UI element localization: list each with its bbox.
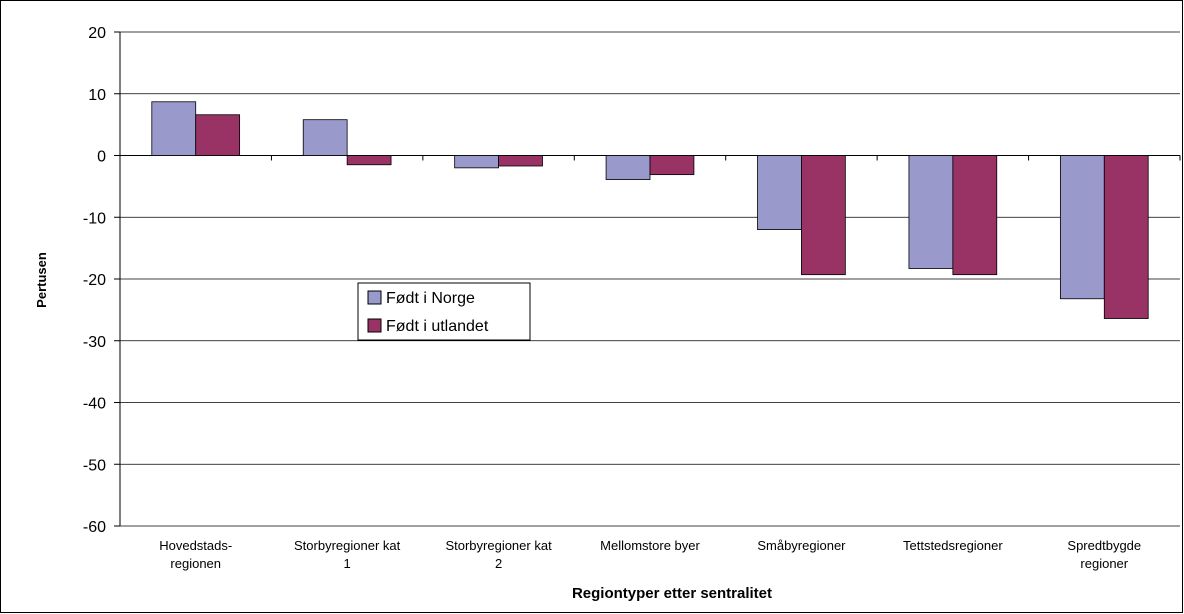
y-axis-label: Pertusen <box>34 252 49 308</box>
legend-label: Født i Norge <box>386 290 475 307</box>
y-tick-label: -60 <box>83 519 106 536</box>
bar <box>908 155 954 269</box>
bar <box>498 155 543 167</box>
x-tick-label: Storbyregioner kat 1 <box>294 538 401 571</box>
legend-box <box>357 282 531 341</box>
y-tick-label: -40 <box>83 396 106 413</box>
x-tick-label: Spredtbygde regioner <box>1067 538 1141 571</box>
bar <box>1103 155 1149 319</box>
x-tick-label: Storbyregioner kat 2 <box>445 538 552 571</box>
legend-label: Født i utlandet <box>386 318 489 335</box>
bar <box>302 119 348 156</box>
y-tick-label: -30 <box>83 334 106 351</box>
y-tick-label: 0 <box>97 149 106 166</box>
bar <box>346 155 392 166</box>
bar <box>801 155 846 276</box>
legend-swatch <box>367 318 382 333</box>
x-tick-label: Hovedstads-regionen <box>159 538 232 571</box>
y-tick-label: -50 <box>83 457 106 474</box>
bar <box>195 114 241 156</box>
bar <box>151 101 197 156</box>
y-tick-label: 10 <box>88 87 106 104</box>
y-tick-label: -10 <box>83 210 106 227</box>
bar <box>454 155 499 169</box>
x-axis-label: Regiontyper etter sentralitet <box>572 585 772 602</box>
bar <box>757 155 802 230</box>
bar <box>1059 155 1105 300</box>
bar <box>649 155 695 176</box>
bar <box>605 155 651 180</box>
x-tick-label: Mellomstore byer <box>600 538 700 553</box>
y-tick-label: 20 <box>88 25 106 42</box>
y-tick-label: -20 <box>83 272 106 289</box>
legend-swatch <box>367 290 382 305</box>
x-tick-label: Tettstedsregioner <box>903 538 1003 553</box>
x-tick-label: Småbyregioner <box>757 538 846 553</box>
bar <box>952 155 998 276</box>
